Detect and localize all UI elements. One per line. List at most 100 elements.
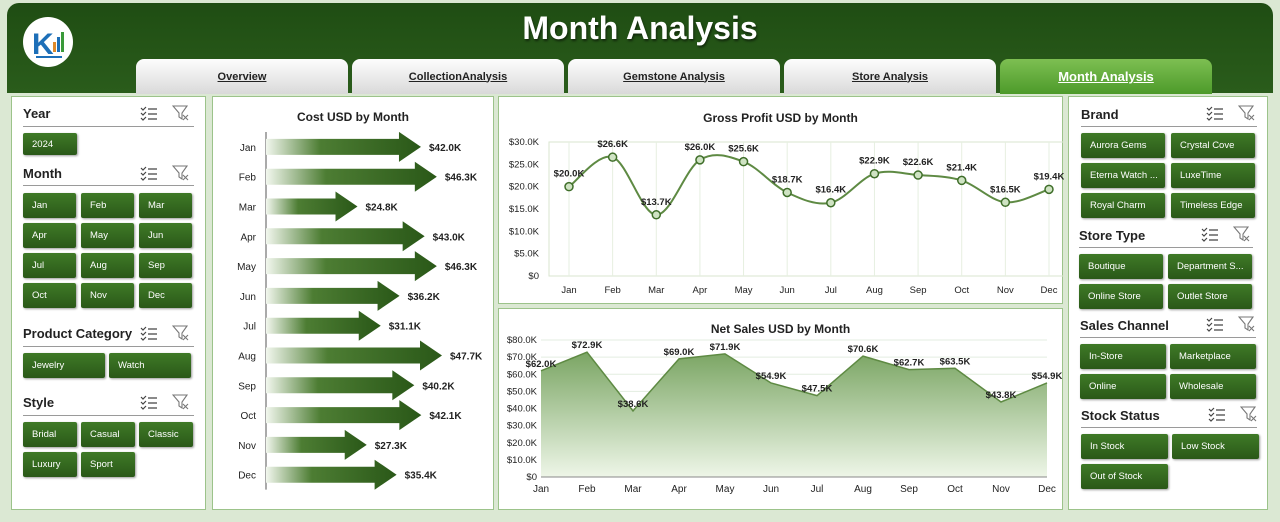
tab-store-analysis[interactable]: Store Analysis — [784, 59, 996, 94]
ns-x-tick: Aug — [854, 484, 872, 495]
cost-bar-sep[interactable] — [266, 370, 415, 401]
gp-y-tick: $30.0K — [509, 137, 540, 148]
style-option-luxury[interactable]: Luxury — [23, 452, 77, 477]
gp-point-jul[interactable] — [826, 197, 836, 208]
tab-month-analysis[interactable]: Month Analysis — [1000, 59, 1212, 94]
multi-select-icon[interactable] — [140, 105, 158, 121]
tab-bar: Overview CollectionAnalysis Gemstone Ana… — [136, 59, 1214, 94]
gp-value-label: $26.6K — [597, 139, 628, 150]
cost-bar-may[interactable] — [266, 251, 437, 282]
ns-value-label-jan: $62.0K — [526, 359, 557, 370]
multi-select-icon[interactable] — [140, 394, 158, 410]
multi-select-icon[interactable] — [1208, 406, 1226, 422]
month-option-jun[interactable]: Jun — [139, 223, 192, 248]
brand-option-eterna-watch[interactable]: Eterna Watch ... — [1081, 163, 1165, 188]
multi-select-icon[interactable] — [140, 325, 158, 341]
cost-bar-aug[interactable] — [266, 340, 442, 371]
store-type-option-boutique[interactable]: Boutique — [1079, 254, 1163, 279]
ns-y-tick: $70.0K — [507, 352, 538, 363]
multi-select-icon[interactable] — [1201, 226, 1219, 242]
month-option-apr[interactable]: Apr — [23, 223, 76, 248]
month-option-may[interactable]: May — [81, 223, 134, 248]
gp-point-mar[interactable] — [651, 210, 662, 220]
store-type-option-outlet-store[interactable]: Outlet Store — [1168, 284, 1252, 309]
cost-value-label: $31.1K — [389, 322, 422, 333]
cost-bar-jan[interactable] — [266, 131, 421, 162]
cost-bar-oct[interactable] — [266, 400, 422, 431]
clear-filter-icon[interactable] — [171, 394, 190, 410]
gp-point-sep[interactable] — [913, 170, 923, 180]
clear-filter-icon[interactable] — [1237, 316, 1256, 332]
sales-channel-option-online[interactable]: Online — [1080, 374, 1166, 399]
sales-channel-option-marketplace[interactable]: Marketplace — [1170, 344, 1256, 369]
style-option-casual[interactable]: Casual — [81, 422, 135, 447]
cost-value-label: $43.0K — [433, 232, 466, 243]
year-option-2024[interactable]: 2024 — [23, 133, 77, 155]
cost-bar-jun[interactable] — [266, 280, 400, 311]
clear-filter-icon[interactable] — [1239, 406, 1258, 422]
brand-option-royal-charm[interactable]: Royal Charm — [1081, 193, 1165, 218]
brand-option-luxetime[interactable]: LuxeTime — [1171, 163, 1255, 188]
category-option-jewelry[interactable]: Jewelry — [23, 353, 105, 378]
cost-category-label: May — [237, 262, 256, 273]
store-type-option-online-store[interactable]: Online Store — [1079, 284, 1163, 309]
gp-point-may[interactable] — [738, 156, 749, 167]
clear-filter-icon[interactable] — [1237, 105, 1256, 121]
tab-gemstone-analysis[interactable]: Gemstone Analysis — [568, 59, 780, 94]
net-sales-chart-panel: Net Sales USD by Month $0 $10.0K $20.0K $30… — [498, 308, 1063, 510]
gp-x-tick: Aug — [866, 285, 883, 296]
month-option-nov[interactable]: Nov — [81, 283, 134, 308]
style-option-bridal[interactable]: Bridal — [23, 422, 77, 447]
gp-y-tick: $10.0K — [509, 226, 540, 237]
cost-category-label: Dec — [238, 471, 256, 482]
stock-status-option-out-of-stock[interactable]: Out of Stock — [1081, 464, 1168, 489]
gp-point-apr[interactable] — [695, 155, 705, 165]
gp-point-nov[interactable] — [1000, 197, 1011, 208]
cost-bar-jul[interactable] — [266, 310, 381, 341]
clear-filter-icon[interactable] — [171, 105, 190, 121]
stock-status-option-low-stock[interactable]: Low Stock — [1172, 434, 1259, 459]
cost-bar-feb[interactable] — [266, 161, 437, 192]
cost-category-label: Mar — [239, 203, 257, 214]
gp-point-jan[interactable] — [564, 181, 574, 192]
month-option-oct[interactable]: Oct — [23, 283, 76, 308]
month-filter-title: Month — [23, 166, 62, 181]
gp-point-aug[interactable] — [869, 168, 880, 179]
month-option-aug[interactable]: Aug — [81, 253, 134, 278]
tab-collection-analysis[interactable]: CollectionAnalysis — [352, 59, 564, 94]
clear-filter-icon[interactable] — [171, 325, 190, 341]
brand-option-timeless-edge[interactable]: Timeless Edge — [1171, 193, 1255, 218]
multi-select-icon[interactable] — [1206, 316, 1224, 332]
sales-channel-option-in-store[interactable]: In-Store — [1080, 344, 1166, 369]
multi-select-icon[interactable] — [140, 165, 158, 181]
tab-overview[interactable]: Overview — [136, 59, 348, 94]
multi-select-icon[interactable] — [1206, 105, 1224, 121]
category-option-watch[interactable]: Watch — [109, 353, 191, 378]
gp-value-label: $21.4K — [946, 162, 977, 173]
store-type-option-department-store[interactable]: Department S... — [1168, 254, 1252, 279]
cost-bar-apr[interactable] — [266, 221, 425, 252]
month-option-jan[interactable]: Jan — [23, 193, 76, 218]
month-option-sep[interactable]: Sep — [139, 253, 192, 278]
month-option-mar[interactable]: Mar — [139, 193, 192, 218]
gp-point-feb[interactable] — [607, 152, 618, 162]
style-option-classic[interactable]: Classic — [139, 422, 193, 447]
gp-point-jun[interactable] — [782, 187, 792, 198]
sales-channel-option-wholesale[interactable]: Wholesale — [1170, 374, 1256, 399]
month-option-feb[interactable]: Feb — [81, 193, 134, 218]
style-option-sport[interactable]: Sport — [81, 452, 135, 477]
stock-status-option-in-stock[interactable]: In Stock — [1081, 434, 1168, 459]
brand-option-crystal-cove[interactable]: Crystal Cove — [1171, 133, 1255, 158]
sales-channel-filter-title: Sales Channel — [1080, 318, 1169, 333]
cost-bar-mar[interactable] — [266, 191, 358, 222]
cost-bar-nov[interactable] — [266, 429, 367, 460]
cost-bar-dec[interactable] — [266, 459, 397, 490]
month-option-jul[interactable]: Jul — [23, 253, 76, 278]
store-type-filter-title: Store Type — [1079, 228, 1146, 243]
clear-filter-icon[interactable] — [1232, 226, 1251, 242]
gp-point-dec[interactable] — [1044, 184, 1054, 195]
brand-option-aurora-gems[interactable]: Aurora Gems — [1081, 133, 1165, 158]
gp-point-oct[interactable] — [956, 175, 967, 186]
month-option-dec[interactable]: Dec — [139, 283, 192, 308]
clear-filter-icon[interactable] — [171, 165, 190, 181]
